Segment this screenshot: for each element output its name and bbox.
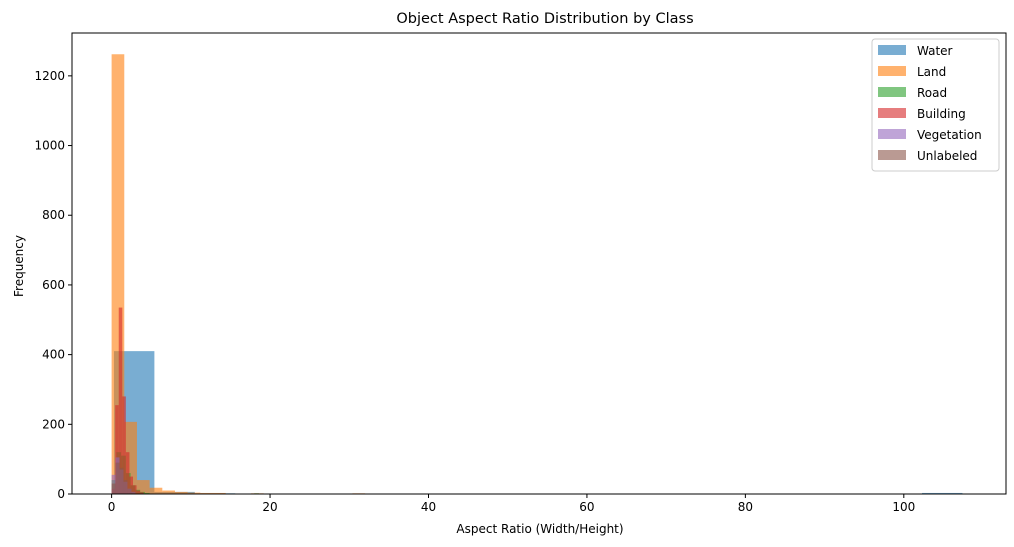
building-bar-4 <box>125 452 130 494</box>
land-bar-6 <box>187 492 201 494</box>
y-tick-label: 0 <box>57 487 65 501</box>
x-tick-label: 100 <box>892 500 915 514</box>
legend-label-land: Land <box>917 65 946 79</box>
x-tick-label: 40 <box>421 500 436 514</box>
legend-swatch-building <box>878 108 906 118</box>
x-tick-label: 0 <box>108 500 116 514</box>
building-bar-1 <box>115 405 119 494</box>
y-tick-label: 200 <box>42 417 65 431</box>
land-bar-4 <box>162 490 175 494</box>
y-tick-label: 400 <box>42 348 65 362</box>
unlabeled-bar-4 <box>127 488 132 494</box>
x-axis-label: Aspect Ratio (Width/Height) <box>456 522 623 536</box>
legend-label-vegetation: Vegetation <box>917 128 982 142</box>
x-tick-label: 60 <box>579 500 594 514</box>
unlabeled-bar-5 <box>131 492 136 494</box>
building-bar-3 <box>122 396 126 494</box>
legend-label-unlabeled: Unlabeled <box>917 149 977 163</box>
building-bar-6 <box>132 485 137 494</box>
building-bar-2 <box>118 307 123 494</box>
bars-layer <box>111 54 963 494</box>
y-tick-label: 800 <box>42 208 65 222</box>
building-bar-5 <box>129 476 133 494</box>
water-bar-3 <box>922 492 963 494</box>
unlabeled-bar-1 <box>115 462 120 494</box>
unlabeled-bar-0 <box>111 483 116 494</box>
x-tick-label: 20 <box>262 500 277 514</box>
legend: Water Land Road Building Vegetation Unlabeled <box>871 38 1000 172</box>
land-bar-8 <box>213 492 226 494</box>
building-bar-7 <box>136 490 141 494</box>
y-tick-label: 1000 <box>34 139 65 153</box>
road-bar-7 <box>144 492 150 494</box>
legend-label-building: Building <box>917 107 966 121</box>
legend-swatch-unlabeled <box>878 150 906 160</box>
land-bar-5 <box>174 491 188 494</box>
legend-swatch-road <box>878 87 906 97</box>
y-tick-label: 600 <box>42 278 65 292</box>
unlabeled-bar-3 <box>123 480 128 494</box>
y-axis-label: Frequency <box>12 235 26 297</box>
legend-swatch-land <box>878 66 906 76</box>
y-tick-label: 1200 <box>34 69 65 83</box>
legend-label-road: Road <box>917 86 947 100</box>
plot-frame <box>71 32 1007 495</box>
x-tick-label: 80 <box>738 500 753 514</box>
unlabeled-bar-2 <box>119 467 124 494</box>
land-bar-7 <box>200 492 214 494</box>
legend-swatch-water <box>878 45 906 55</box>
legend-swatch-vegetation <box>878 129 906 139</box>
series-water <box>113 351 963 494</box>
series-unlabeled <box>111 462 136 494</box>
land-bar-3 <box>149 487 163 494</box>
legend-label-water: Water <box>917 44 953 58</box>
chart-title: Object Aspect Ratio Distribution by Clas… <box>396 11 693 27</box>
building-bar-8 <box>140 492 144 494</box>
